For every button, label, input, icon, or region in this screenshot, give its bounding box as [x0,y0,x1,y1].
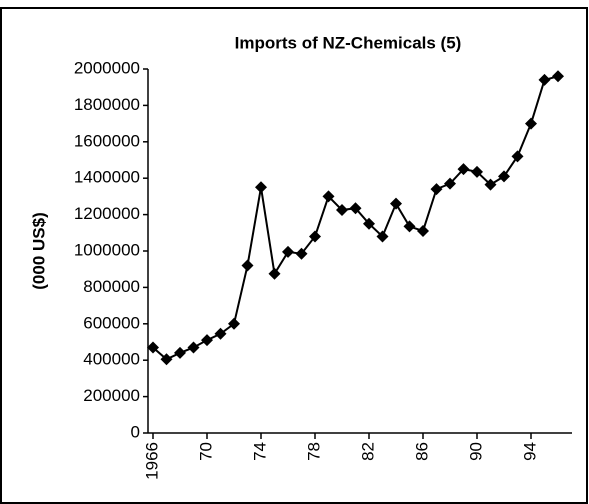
data-point [552,70,564,83]
y-tick-label: 600000 [83,313,140,332]
data-point [484,178,497,191]
data-point [525,117,537,130]
data-point [295,247,308,260]
y-tick-label: 1600000 [74,131,140,150]
y-tick-label: 1800000 [74,95,140,114]
data-point [322,190,335,203]
data-point [538,73,551,86]
y-tick-label: 1400000 [74,168,140,187]
data-point [349,202,362,215]
data-point [471,165,483,178]
data-point [214,327,227,340]
y-tick-label: 1200000 [74,204,140,223]
y-tick-label: 2000000 [74,58,140,77]
data-point [376,230,389,243]
x-tick-label: 70 [196,442,215,461]
data-point [268,267,281,280]
data-point [282,245,294,258]
y-tick-label: 200000 [83,386,140,405]
data-point [403,220,416,233]
data-point [255,181,267,194]
y-tick-label: 0 [131,422,140,441]
data-point [187,341,200,354]
chart-title: Imports of NZ-Chemicals (5) [235,33,462,52]
x-tick-label: 86 [412,442,431,461]
data-point [174,346,186,359]
data-point [498,170,510,183]
data-point [201,334,213,347]
x-tick-label: 78 [304,442,323,461]
data-point [147,341,159,354]
data-point [444,177,456,190]
x-tick-label: 82 [358,442,377,461]
x-tick-label: 90 [466,442,485,461]
data-point [511,150,524,163]
x-tick-label: 1966 [142,442,161,480]
y-axis-label: (000 US$) [29,212,48,289]
data-point [228,317,240,330]
x-tick-label: 74 [250,442,269,461]
x-tick-label: 94 [520,442,539,461]
data-point [336,204,348,217]
data-point [457,163,470,176]
data-point [363,217,375,230]
data-point [430,183,443,196]
data-point [241,259,254,272]
chart-frame [0,7,588,504]
y-tick-label: 1000000 [74,240,140,259]
y-tick-label: 800000 [83,277,140,296]
data-point [390,197,402,210]
data-point [309,230,321,243]
data-point [417,224,429,237]
data-point [160,353,173,366]
y-tick-label: 400000 [83,350,140,369]
